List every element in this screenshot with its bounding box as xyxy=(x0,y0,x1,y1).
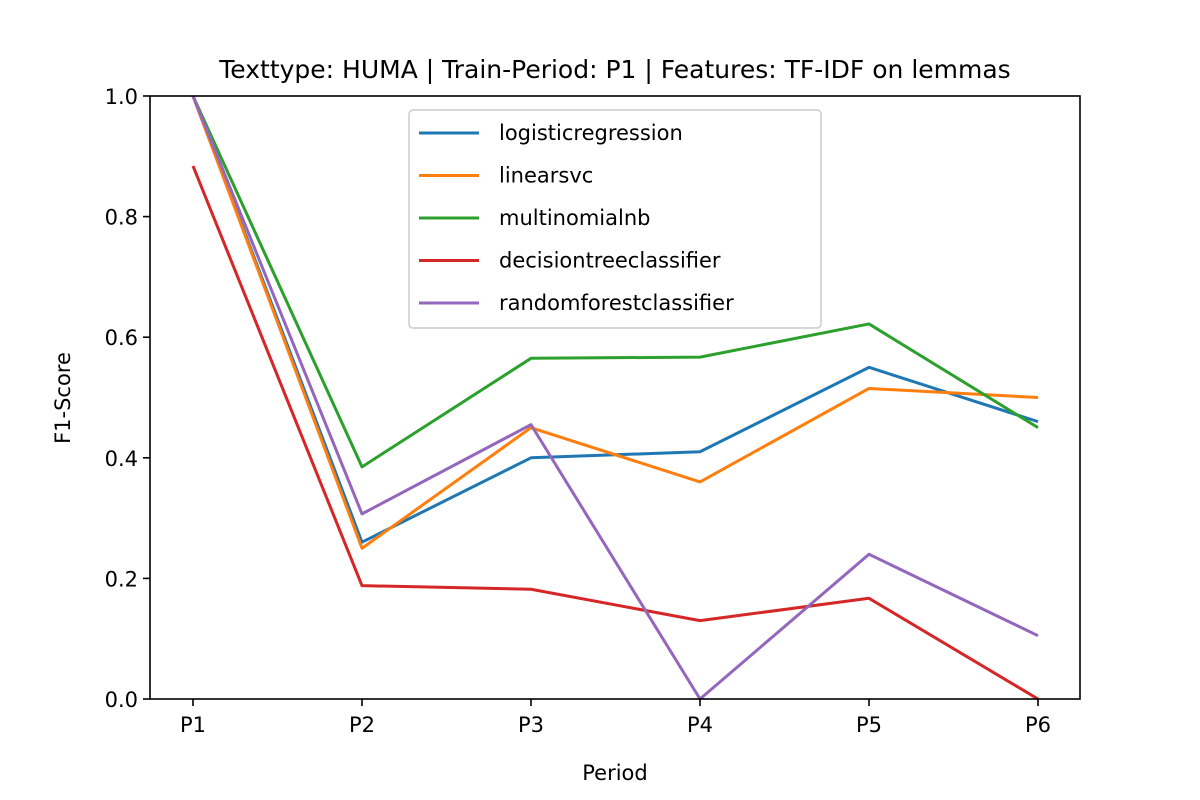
y-tick-label: 0.0 xyxy=(105,688,138,712)
series-line-linearsvc xyxy=(191,95,1039,550)
legend-label-linearsvc: linearsvc xyxy=(499,164,593,188)
plot-frame xyxy=(149,95,1081,700)
x-tick-label: P4 xyxy=(687,713,713,737)
plot-area xyxy=(191,95,1039,701)
series-line-multinomialnb xyxy=(191,95,1039,469)
x-tick-label: P5 xyxy=(856,713,882,737)
legend-label-randomforestclassifier: randomforestclassifier xyxy=(499,291,734,315)
x-tick-label: P3 xyxy=(518,713,544,737)
x-tick-label: P1 xyxy=(180,713,206,737)
y-tick-label: 1.0 xyxy=(105,85,138,109)
legend-label-decisiontreeclassifier: decisiontreeclassifier xyxy=(499,249,721,273)
chart-title: Texttype: HUMA | Train-Period: P1 | Feat… xyxy=(218,55,1010,84)
x-axis-label: Period xyxy=(582,761,647,785)
legend-label-logisticregression: logisticregression xyxy=(499,121,683,145)
series-line-decisiontreeclassifier xyxy=(191,165,1039,701)
series-line-randomforestclassifier xyxy=(191,95,1039,701)
y-axis-label: F1-Score xyxy=(51,352,75,444)
legend-label-multinomialnb: multinomialnb xyxy=(499,206,650,230)
y-tick-label: 0.6 xyxy=(105,326,138,350)
y-tick-label: 0.4 xyxy=(105,447,138,471)
legend-box xyxy=(408,109,822,329)
x-tick-label: P2 xyxy=(349,713,375,737)
x-tick-label: P6 xyxy=(1025,713,1051,737)
y-axis: 0.0 0.2 0.4 0.6 0.8 1.0 xyxy=(105,85,150,712)
y-tick-label: 0.8 xyxy=(105,206,138,230)
legend: logisticregression linearsvc multinomialnb… xyxy=(408,109,822,329)
x-axis: P1 P2 P3 P4 P5 P6 xyxy=(180,699,1051,737)
y-tick-label: 0.2 xyxy=(105,567,138,591)
